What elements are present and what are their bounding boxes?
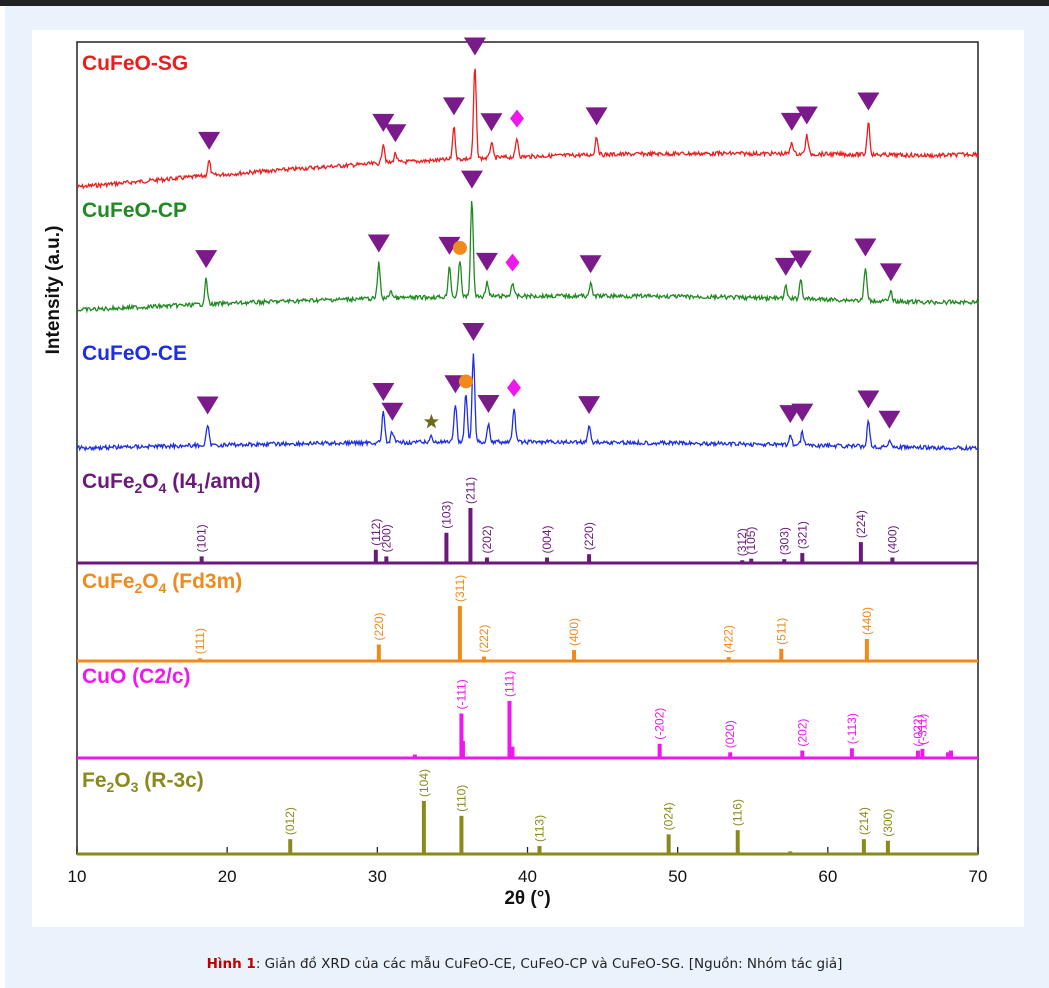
hkl-label: (-111) (454, 679, 468, 709)
x-tick-label: 50 (668, 867, 687, 886)
hkl-label: (400) (567, 618, 581, 646)
hkl-label: (004) (540, 525, 554, 553)
x-tick-label: 60 (818, 867, 837, 886)
triangle-marker (367, 234, 390, 253)
star-marker (423, 413, 439, 429)
xrd-figure: 10 20 30 40 50 60 70 2θ (°) Intensity (a.u.) CuFe… (32, 30, 1024, 927)
triangle-marker (480, 113, 503, 132)
top-rule (0, 0, 1049, 6)
hkl-label: (300) (881, 809, 895, 837)
diamond-marker (505, 253, 520, 272)
hkl-label: (111) (193, 628, 207, 654)
triangle-marker (198, 131, 221, 150)
hkl-label: (303) (777, 527, 791, 555)
triangle-marker (195, 250, 218, 269)
diamond-marker (506, 378, 521, 397)
hkl-label: (400) (885, 525, 899, 553)
hkl-label: (024) (662, 802, 676, 830)
triangle-marker (857, 390, 880, 409)
diamond-marker (509, 109, 524, 128)
y-axis-label: Intensity (a.u.) (43, 226, 64, 355)
reference-label-fe2o3: Fe2O3 (R-3c) (82, 769, 204, 795)
triangle-marker (372, 113, 395, 132)
hkl-label: (-113) (845, 713, 859, 744)
hkl-label: (422) (722, 625, 736, 653)
triangle-marker (878, 410, 901, 429)
hkl-label: (220) (582, 522, 596, 550)
pattern-label-ce: CuFeO-CE (82, 342, 187, 365)
figure-caption: Hình 1: Giản đồ XRD của các mẫu CuFeO-CE… (0, 956, 1049, 972)
triangle-marker (854, 238, 877, 257)
triangle-marker (857, 92, 880, 111)
triangle-marker (579, 255, 602, 274)
hkl-label: (112) (369, 519, 383, 546)
hkl-label: (111) (502, 671, 516, 697)
triangle-marker (372, 382, 395, 401)
triangle-marker (381, 402, 404, 421)
x-tick-label: 30 (368, 867, 387, 886)
xrd-chart: 10 20 30 40 50 60 70 2θ (°) Intensity (a.u.) CuFe… (43, 37, 988, 909)
hkl-label: (202) (480, 525, 494, 553)
reference-label-cuo: CuO (C2/c) (82, 665, 191, 688)
circle-marker (458, 374, 473, 389)
triangle-marker (462, 323, 485, 342)
reference-label-tet: CuFe2O4 (I41/amd) (82, 470, 261, 496)
hkl-label: (-202) (653, 708, 667, 740)
x-tick-label: 20 (218, 867, 237, 886)
triangle-marker (384, 124, 407, 143)
circle-marker (452, 240, 467, 255)
pattern-trace-ce (76, 353, 979, 452)
triangle-marker (585, 107, 608, 126)
hkl-label: (311) (453, 575, 467, 602)
hkl-label: (200) (379, 524, 393, 552)
hkl-label: (104) (417, 769, 431, 797)
triangle-marker (463, 37, 486, 56)
hkl-label: (511) (774, 618, 788, 645)
triangle-marker (438, 236, 461, 255)
hkl-label: (202) (795, 719, 809, 747)
hkl-label: (312) (735, 528, 749, 556)
hkl-label: (012) (283, 807, 297, 835)
hkl-label: (110) (454, 785, 468, 812)
hkl-label: (220) (372, 612, 386, 640)
caption-lead: Hình 1 (206, 956, 256, 972)
triangle-marker (789, 250, 812, 269)
pattern-label-cp: CuFeO-CP (82, 199, 187, 222)
triangle-marker (475, 252, 498, 271)
triangle-marker (774, 257, 797, 276)
hkl-label: (105) (744, 527, 758, 555)
triangle-marker (780, 112, 803, 131)
caption-text: : Giản đồ XRD của các mẫu CuFeO-CE, CuFe… (255, 956, 843, 972)
hkl-label: (440) (860, 607, 874, 635)
x-tick-label: 70 (969, 867, 988, 886)
x-axis-label: 2θ (°) (504, 888, 550, 909)
x-tick-label: 10 (68, 867, 87, 886)
x-tick-label: 40 (518, 867, 537, 886)
triangle-marker (477, 395, 500, 414)
triangle-marker (791, 403, 814, 422)
hkl-label: (101) (195, 524, 209, 552)
hkl-label: (211) (463, 477, 477, 504)
triangle-marker (460, 170, 483, 189)
triangle-marker (196, 396, 219, 415)
triangle-marker (578, 396, 601, 415)
hkl-label: (214) (857, 807, 871, 835)
triangle-marker (795, 106, 818, 125)
hkl-label: (224) (854, 510, 868, 538)
hkl-label: (-022) (911, 715, 925, 747)
reference-label-cub: CuFe2O4 (Fd3m) (82, 570, 242, 596)
pattern-label-sg: CuFeO-SG (82, 52, 188, 75)
pattern-trace-sg (76, 68, 979, 190)
hkl-label: (113) (533, 815, 547, 842)
hkl-label: (-311) (915, 714, 929, 745)
triangle-marker (879, 263, 902, 282)
hkl-label: (116) (731, 799, 745, 826)
triangle-marker (442, 97, 465, 116)
hkl-label: (321) (795, 521, 809, 549)
pattern-trace-cp (76, 201, 979, 314)
hkl-label: (020) (723, 720, 737, 748)
hkl-label: (103) (439, 501, 453, 529)
hkl-label: (222) (477, 625, 491, 653)
